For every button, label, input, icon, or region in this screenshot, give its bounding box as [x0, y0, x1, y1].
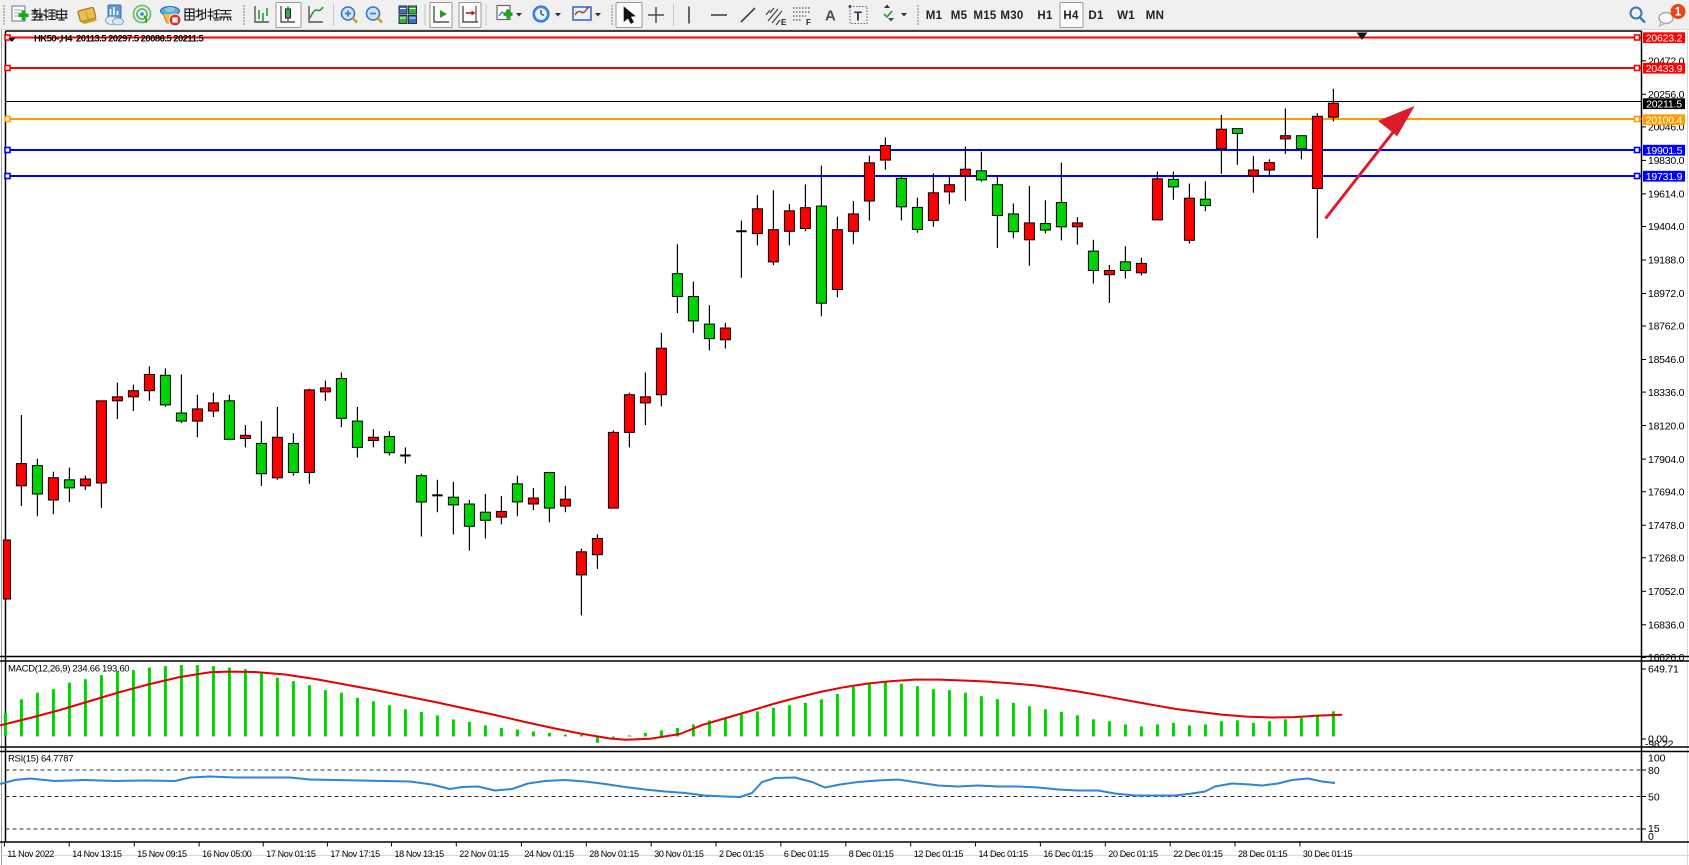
svg-text:H1: H1: [1037, 10, 1053, 22]
svg-text:MN: MN: [1146, 10, 1165, 22]
svg-text:12 Dec 01:15: 12 Dec 01:15: [914, 849, 964, 859]
svg-text:17694.0: 17694.0: [1648, 486, 1685, 498]
svg-text:A: A: [825, 8, 836, 25]
svg-text:M5: M5: [951, 10, 968, 22]
svg-text:18120.0: 18120.0: [1648, 420, 1685, 432]
svg-text:11 Nov 2022: 11 Nov 2022: [7, 849, 54, 859]
svg-text:17268.0: 17268.0: [1648, 553, 1685, 565]
svg-text:16 Dec 01:15: 16 Dec 01:15: [1043, 849, 1093, 859]
svg-text:20100.4: 20100.4: [1646, 114, 1683, 126]
svg-text:80: 80: [1648, 765, 1660, 777]
svg-text:19830.0: 19830.0: [1648, 155, 1685, 167]
svg-text:14 Nov 13:15: 14 Nov 13:15: [72, 849, 122, 859]
svg-text:24 Nov 01:15: 24 Nov 01:15: [524, 849, 574, 859]
svg-text:HK50-,H4 20113.5 20297.5 2008: HK50-,H4 20113.5 20297.5 20086.5 20211.5: [34, 34, 204, 45]
svg-text:30 Nov 01:15: 30 Nov 01:15: [654, 849, 704, 859]
svg-text:1: 1: [1675, 7, 1682, 19]
svg-text:M30: M30: [1000, 10, 1023, 22]
svg-text:M15: M15: [973, 10, 997, 22]
svg-text:22 Nov 01:15: 22 Nov 01:15: [459, 849, 509, 859]
svg-text:18972.0: 18972.0: [1648, 288, 1685, 300]
svg-text:17052.0: 17052.0: [1648, 586, 1685, 598]
svg-text:17478.0: 17478.0: [1648, 520, 1685, 532]
svg-text:19404.0: 19404.0: [1648, 221, 1685, 233]
svg-text:RSI(15) 64.7787: RSI(15) 64.7787: [8, 754, 73, 765]
svg-text:20433.9: 20433.9: [1646, 63, 1683, 75]
svg-text:22 Dec 01:15: 22 Dec 01:15: [1173, 849, 1223, 859]
svg-text:18336.0: 18336.0: [1648, 387, 1685, 399]
svg-text:T: T: [854, 9, 862, 24]
svg-text:14 Dec 01:15: 14 Dec 01:15: [979, 849, 1029, 859]
svg-text:20211.5: 20211.5: [1646, 98, 1682, 110]
svg-text:17 Nov 01:15: 17 Nov 01:15: [266, 849, 316, 859]
svg-text:16 Nov 05:00: 16 Nov 05:00: [202, 849, 252, 859]
svg-text:2 Dec 01:15: 2 Dec 01:15: [719, 849, 764, 859]
svg-text:0: 0: [1648, 831, 1654, 843]
svg-text:17904.0: 17904.0: [1648, 454, 1685, 466]
svg-text:-98.22: -98.22: [1645, 738, 1674, 750]
svg-text:8 Dec 01:15: 8 Dec 01:15: [849, 849, 894, 859]
svg-text:F: F: [806, 18, 811, 27]
svg-text:20256.0: 20256.0: [1648, 89, 1685, 101]
svg-text:19901.5: 19901.5: [1646, 145, 1683, 157]
svg-text:16836.0: 16836.0: [1648, 620, 1685, 632]
svg-text:18762.0: 18762.0: [1648, 321, 1685, 333]
svg-text:E: E: [781, 18, 787, 27]
svg-text:D1: D1: [1088, 10, 1104, 22]
svg-text:50: 50: [1648, 791, 1660, 803]
svg-text:19614.0: 19614.0: [1648, 189, 1685, 201]
svg-text:15 Nov 09:15: 15 Nov 09:15: [137, 849, 187, 859]
svg-text:M1: M1: [926, 10, 943, 22]
svg-text:W1: W1: [1117, 10, 1135, 22]
svg-text:17 Nov 17:15: 17 Nov 17:15: [330, 849, 380, 859]
svg-text:20 Dec 01:15: 20 Dec 01:15: [1108, 849, 1158, 859]
svg-text:15: 15: [1648, 823, 1660, 835]
svg-text:19188.0: 19188.0: [1648, 255, 1685, 267]
svg-text:18 Nov 13:15: 18 Nov 13:15: [395, 849, 445, 859]
svg-text:16626.0: 16626.0: [1648, 652, 1685, 664]
svg-text:28 Dec 01:15: 28 Dec 01:15: [1238, 849, 1288, 859]
svg-text:30 Dec 01:15: 30 Dec 01:15: [1303, 849, 1353, 859]
svg-text:100: 100: [1648, 752, 1666, 764]
svg-text:MACD(12,26,9) 234.66 193.60: MACD(12,26,9) 234.66 193.60: [8, 664, 129, 675]
svg-text:18546.0: 18546.0: [1648, 354, 1685, 366]
svg-text:19731.9: 19731.9: [1646, 171, 1683, 183]
svg-text:28 Nov 01:15: 28 Nov 01:15: [589, 849, 639, 859]
svg-text:0.00: 0.00: [1648, 733, 1668, 745]
svg-text:H4: H4: [1063, 10, 1079, 22]
svg-text:20623.2: 20623.2: [1646, 32, 1683, 44]
svg-text:6 Dec 01:15: 6 Dec 01:15: [784, 849, 829, 859]
svg-text:649.71: 649.71: [1648, 663, 1679, 675]
